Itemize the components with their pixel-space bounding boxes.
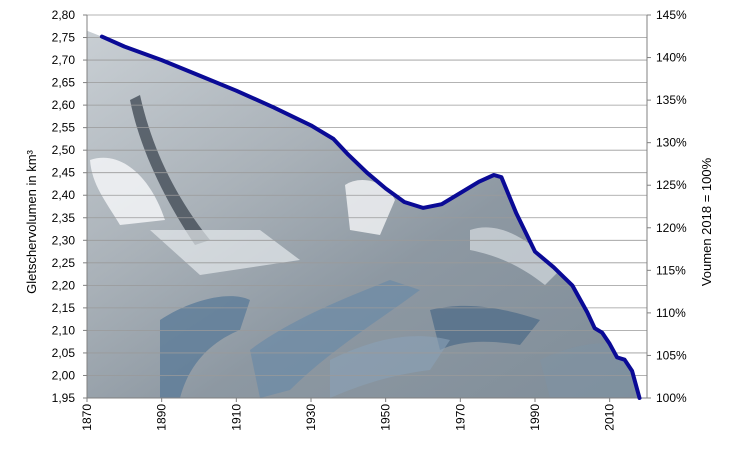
y2-tick-label: 115% [656,263,686,277]
y-tick-label: 2,70 [52,53,76,67]
y-tick-label: 2,75 [52,31,76,45]
y2-tick-label: 110% [656,306,686,320]
x-tick-label: 1890 [155,404,169,431]
y-tick-label: 2,55 [52,121,76,135]
y-tick-label: 2,30 [52,233,76,247]
y-tick-label: 2,65 [52,76,76,90]
x-axis-tick-labels: 1870 1890 1910 1930 1950 1970 1990 2010 [80,398,617,431]
y-tick-label: 2,35 [52,211,76,225]
y2-tick-label: 105% [656,348,687,362]
y2-tick-label: 130% [656,136,687,150]
glacier-photo-background [87,30,647,398]
y2-axis-tick-labels: 100% 105% 110% 115% 120% 125% 130% 135% 140% 145% [647,8,687,405]
y-tick-label: 1,95 [52,391,76,405]
x-tick-label: 2010 [603,404,617,431]
x-tick-label: 1870 [80,404,94,431]
x-tick-label: 1930 [304,404,318,431]
x-tick-label: 1950 [379,404,393,431]
y-tick-label: 2,00 [52,368,76,382]
y-axis-label: Gletschervolumen in km³ [24,149,39,293]
y-tick-label: 2,40 [52,188,76,202]
y-tick-label: 2,15 [52,301,76,315]
y-tick-label: 2,80 [52,8,76,22]
y2-tick-label: 100% [656,391,687,405]
y2-tick-label: 135% [656,93,687,107]
x-tick-label: 1990 [528,404,542,431]
y-tick-label: 2,25 [52,256,76,270]
y2-axis-label: Voumen 2018 = 100% [699,157,714,286]
y2-tick-label: 125% [656,178,687,192]
y-tick-label: 2,10 [52,323,76,337]
x-tick-label: 1970 [453,404,467,431]
y-tick-label: 2,45 [52,166,76,180]
y-tick-label: 2,05 [52,346,76,360]
y2-tick-label: 120% [656,221,687,235]
y-tick-label: 2,50 [52,143,76,157]
y2-tick-label: 140% [656,51,687,65]
y-tick-label: 2,20 [52,278,76,292]
y-tick-label: 2,60 [52,98,76,112]
y-axis-tick-labels: 1,95 2,00 2,05 2,10 2,15 2,20 2,25 2,30 2,35 2,40… [52,8,87,405]
y2-tick-label: 145% [656,8,687,22]
x-tick-label: 1910 [229,404,243,431]
